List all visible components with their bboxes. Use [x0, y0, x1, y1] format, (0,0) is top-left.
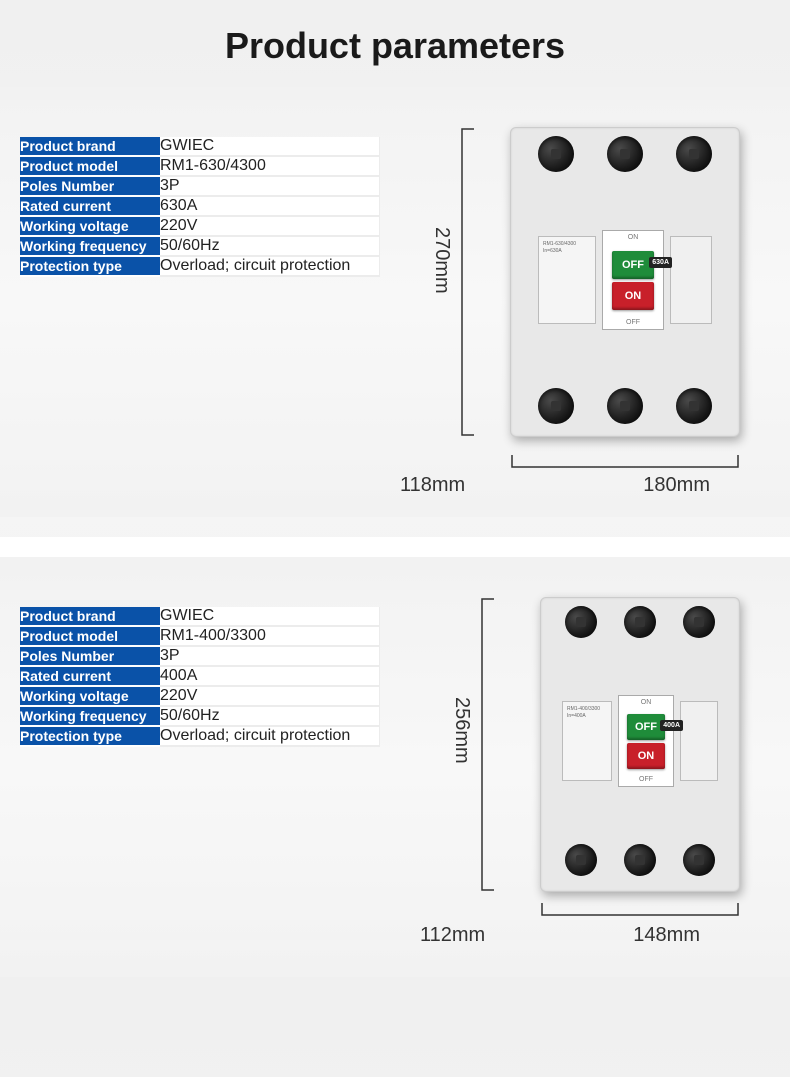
spec-label-poles: Poles Number — [20, 176, 160, 196]
product-visual-1: 270mm RM1-630/4300 In=630A ON OFF 630A — [400, 117, 760, 497]
spec-value-model: RM1-630/4300 — [160, 156, 380, 176]
terminal-icon — [565, 606, 597, 638]
bottom-terminals — [511, 380, 739, 432]
spec-value-voltage: 220V — [160, 216, 380, 236]
switch-on-label: ON — [628, 234, 639, 241]
spec-value-frequency: 50/60Hz — [160, 706, 380, 726]
spec-value-current: 630A — [160, 196, 380, 216]
product-panel-1: Product brand GWIEC Product model RM1-63… — [0, 87, 790, 517]
amp-badge: 400A — [660, 720, 683, 731]
spec-label-frequency: Working frequency — [20, 236, 160, 256]
top-terminals — [541, 598, 739, 646]
switch-off-label: OFF — [626, 319, 640, 326]
breaker-side-panel — [670, 236, 712, 324]
spec-label-brand: Product brand — [20, 607, 160, 626]
spec-label-current: Rated current — [20, 666, 160, 686]
spec-label-model: Product model — [20, 156, 160, 176]
off-button-label: OFF — [622, 259, 644, 271]
breaker-rating-text: In=630A — [543, 248, 591, 255]
terminal-icon — [607, 388, 643, 424]
spec-table-2: Product brand GWIEC Product model RM1-40… — [20, 607, 380, 747]
spec-label-voltage: Working voltage — [20, 686, 160, 706]
terminal-icon — [676, 388, 712, 424]
width-bracket-icon — [540, 901, 740, 917]
page-title: Product parameters — [0, 0, 790, 87]
terminal-icon — [538, 388, 574, 424]
spec-value-current: 400A — [160, 666, 380, 686]
terminal-icon — [683, 844, 715, 876]
breaker-info-panel: RM1-400/3300 In=400A — [562, 701, 612, 781]
on-button: ON — [627, 743, 665, 769]
terminal-icon — [565, 844, 597, 876]
breaker-rating-text: In=400A — [567, 713, 607, 720]
switch-off-label: OFF — [639, 776, 653, 783]
terminal-icon — [538, 136, 574, 172]
off-button: OFF 400A — [627, 714, 665, 740]
terminal-icon — [676, 136, 712, 172]
on-button: ON — [612, 282, 654, 310]
spec-label-poles: Poles Number — [20, 646, 160, 666]
breaker-image-1: RM1-630/4300 In=630A ON OFF 630A ON OFF — [510, 127, 740, 437]
dimension-width: 148mm — [633, 924, 700, 947]
breaker-model-text: RM1-400/3300 — [567, 706, 607, 713]
off-button: OFF 630A — [612, 251, 654, 279]
breaker-switch: ON OFF 630A ON OFF — [602, 230, 664, 330]
on-button-label: ON — [638, 750, 655, 762]
top-terminals — [511, 128, 739, 180]
product-visual-2: 256mm RM1-400/3300 In=400A ON OFF 400A — [400, 587, 760, 967]
off-button-label: OFF — [635, 721, 657, 733]
breaker-image-2: RM1-400/3300 In=400A ON OFF 400A ON OFF — [540, 597, 740, 892]
product-panel-2: Product brand GWIEC Product model RM1-40… — [0, 557, 790, 977]
dimension-depth: 118mm — [400, 474, 465, 497]
height-bracket-icon — [480, 597, 496, 892]
breaker-model-text: RM1-630/4300 — [543, 241, 591, 248]
spec-value-protection: Overload; circuit protection — [160, 726, 380, 746]
spec-label-brand: Product brand — [20, 137, 160, 156]
spec-label-protection: Protection type — [20, 256, 160, 276]
switch-on-label: ON — [641, 699, 652, 706]
spec-label-frequency: Working frequency — [20, 706, 160, 726]
terminal-icon — [683, 606, 715, 638]
spec-value-voltage: 220V — [160, 686, 380, 706]
breaker-info-panel: RM1-630/4300 In=630A — [538, 236, 596, 324]
spec-value-poles: 3P — [160, 646, 380, 666]
spec-value-poles: 3P — [160, 176, 380, 196]
dimension-width: 180mm — [643, 474, 710, 497]
spec-table-1: Product brand GWIEC Product model RM1-63… — [20, 137, 380, 277]
amp-badge: 630A — [649, 257, 672, 268]
spec-value-brand: GWIEC — [160, 137, 380, 156]
spec-label-current: Rated current — [20, 196, 160, 216]
dimension-height: 270mm — [430, 227, 453, 294]
height-bracket-icon — [460, 127, 476, 437]
spec-value-model: RM1-400/3300 — [160, 626, 380, 646]
panel-divider — [0, 537, 790, 557]
breaker-side-panel — [680, 701, 718, 781]
spec-label-protection: Protection type — [20, 726, 160, 746]
dimension-height: 256mm — [450, 697, 473, 764]
spec-label-voltage: Working voltage — [20, 216, 160, 236]
on-button-label: ON — [625, 290, 642, 302]
terminal-icon — [624, 606, 656, 638]
spec-value-protection: Overload; circuit protection — [160, 256, 380, 276]
dimension-depth: 112mm — [420, 924, 485, 947]
breaker-switch: ON OFF 400A ON OFF — [618, 695, 674, 787]
terminal-icon — [624, 844, 656, 876]
terminal-icon — [607, 136, 643, 172]
spec-label-model: Product model — [20, 626, 160, 646]
spec-value-brand: GWIEC — [160, 607, 380, 626]
bottom-terminals — [541, 836, 739, 884]
spec-value-frequency: 50/60Hz — [160, 236, 380, 256]
width-bracket-icon — [510, 453, 740, 469]
